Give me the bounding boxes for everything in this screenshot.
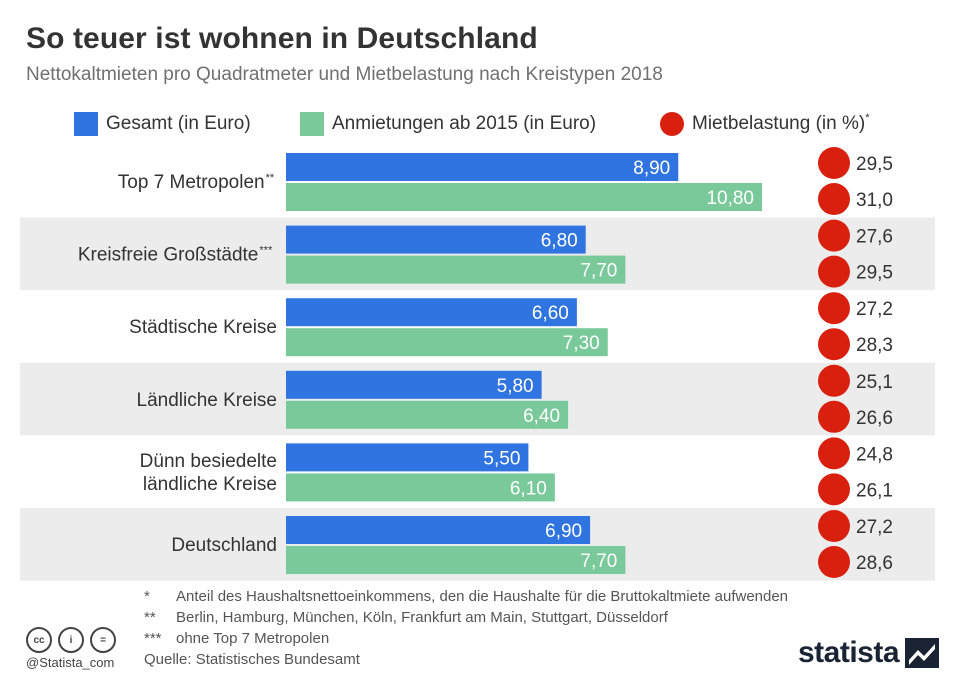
bar-value-label: 7,70 [580,261,617,282]
category-footnote-mark: *** [259,245,273,257]
legend-label-gesamt: Gesamt (in Euro) [106,113,251,134]
bar-value-label: 10,80 [706,188,754,209]
legend-footnote-mark: * [865,112,870,124]
bar-anmietungen [286,183,762,211]
bar-anmietungen [286,546,626,574]
bar-anmietungen [286,473,555,502]
mietbelastung-dot [818,219,850,252]
footnote-mark: *** [144,630,162,647]
legend-item-gesamt: Gesamt (in Euro) [74,110,251,138]
footnote-row: ** Berlin, Hamburg, München, Köln, Frank… [144,607,788,628]
mietbelastung-dot [818,546,850,578]
mietbelastung-dot [818,510,850,542]
bar-gesamt [286,370,542,399]
footnote-text: Anteil des Haushaltsnettoeinkommens, den… [176,588,789,605]
footnote-mark: * [144,588,150,605]
bar-value-label: 6,40 [523,406,560,427]
mietbelastung-label: 28,3 [856,335,893,356]
legend-item-mietbelastung: Mietbelastung (in %) * [660,110,869,138]
mietbelastung-label: 26,6 [856,408,893,429]
footnote-text: ohne Top 7 Metropolen [176,630,330,647]
bar-gesamt [286,153,679,181]
legend: Gesamt (in Euro) Anmietungen ab 2015 (in… [0,110,960,138]
legend-label-anmietungen: Anmietungen ab 2015 (in Euro) [332,113,597,134]
mietbelastung-label: 27,6 [856,227,893,248]
category-label: ländliche Kreise [143,474,277,495]
cc-icon[interactable]: cc [26,627,52,653]
category-label: Dünn besiedelte [140,451,277,472]
category-label: Kreisfreie Großstädte [78,245,259,266]
category-footnote-mark: ** [266,172,275,184]
footnotes: * Anteil des Haushaltsnettoeinkommens, d… [144,586,788,649]
mietbelastung-dot [818,364,850,397]
mietbelastung-label: 29,5 [856,154,893,175]
mietbelastung-dot [818,183,850,215]
brand-wordmark: statista [798,636,900,669]
bar-gesamt [286,225,586,254]
statista-mark-icon [905,638,940,668]
legend-item-anmietungen: Anmietungen ab 2015 (in Euro) [300,110,596,138]
chart-title: So teuer ist wohnen in Deutschland [26,22,538,55]
mietbelastung-dot [818,292,850,325]
bar-value-label: 6,80 [541,231,578,252]
statista-logo[interactable]: statista [798,636,940,670]
bar-value-label: 5,80 [497,376,534,397]
category-label: Deutschland [171,535,277,556]
footnote-row: *** ohne Top 7 Metropolen [144,628,788,649]
nd-icon[interactable]: = [90,627,116,653]
mietbelastung-label: 28,6 [856,553,893,574]
bar-anmietungen [286,328,608,357]
mietbelastung-dot [818,147,850,179]
license-icons[interactable]: cc i = [26,627,116,653]
legend-swatch-anmietungen [300,112,324,136]
mietbelastung-label: 27,2 [856,517,893,538]
footnote-row: * Anteil des Haushaltsnettoeinkommens, d… [144,586,788,607]
mietbelastung-label: 25,1 [856,372,893,393]
twitter-handle[interactable]: @Statista_com [26,655,115,670]
by-icon[interactable]: i [58,627,84,653]
bar-gesamt [286,298,577,327]
footnote-text: Berlin, Hamburg, München, Köln, Frankfur… [176,609,668,626]
mietbelastung-dot [818,473,850,506]
bar-anmietungen [286,255,626,284]
bar-value-label: 5,50 [483,448,520,469]
footnote-mark: ** [144,609,156,626]
bar-value-label: 6,90 [545,521,582,542]
bar-value-label: 7,70 [580,551,617,572]
mietbelastung-dot [818,328,850,361]
legend-swatch-gesamt [74,112,98,136]
category-label: Städtische Kreise [129,317,277,338]
mietbelastung-dot [818,400,850,433]
mietbelastung-label: 24,8 [856,444,893,465]
mietbelastung-label: 31,0 [856,190,893,211]
bar-value-label: 7,30 [563,333,600,354]
mietbelastung-label: 29,5 [856,263,893,284]
mietbelastung-label: 26,1 [856,480,893,501]
legend-label-mietbelastung: Mietbelastung (in %) [692,113,866,134]
mietbelastung-dot [818,437,850,470]
bar-value-label: 6,10 [510,478,547,499]
mietbelastung-dot [818,255,850,288]
legend-swatch-mietbelastung [660,112,684,136]
chart-subtitle: Nettokaltmieten pro Quadratmeter und Mie… [26,64,663,85]
bar-gesamt [286,443,529,472]
category-label: Ländliche Kreise [137,390,277,411]
bar-gesamt [286,516,591,544]
category-label: Top 7 Metropolen [118,172,265,193]
mietbelastung-label: 27,2 [856,299,893,320]
bar-value-label: 8,90 [633,158,670,179]
source-note: Quelle: Statistisches Bundesamt [144,651,360,668]
bar-value-label: 6,60 [532,303,569,324]
bar-anmietungen [286,400,569,429]
